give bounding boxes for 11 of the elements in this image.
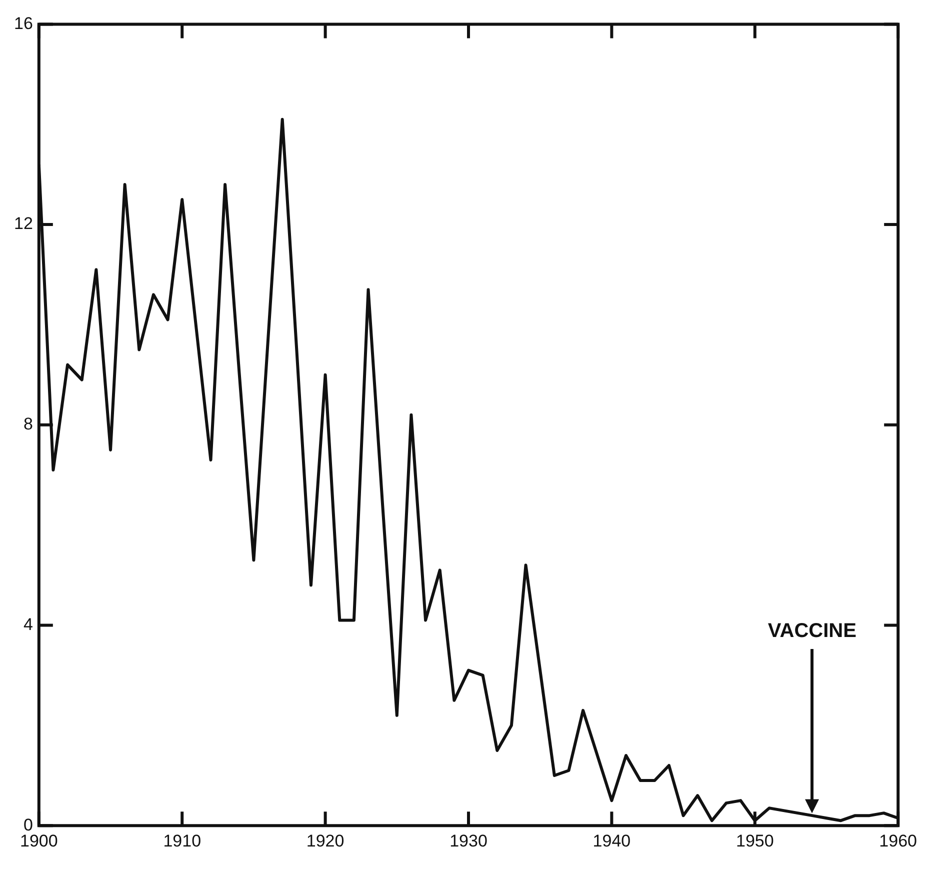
x-tick-label: 1910 [163, 831, 202, 850]
y-tick-label: 12 [14, 214, 33, 234]
x-tick-label: 1920 [306, 831, 344, 850]
x-tick-label: 1940 [592, 831, 631, 850]
y-tick-label: 4 [23, 614, 33, 634]
annotation: VACCINE [768, 620, 856, 642]
y-tick-label: 8 [23, 414, 33, 434]
x-tick-label: 1930 [450, 831, 488, 850]
y-tick-label: 16 [14, 14, 33, 33]
x-tick-label: 1950 [736, 831, 774, 850]
x-tick-label: 1960 [879, 831, 918, 850]
